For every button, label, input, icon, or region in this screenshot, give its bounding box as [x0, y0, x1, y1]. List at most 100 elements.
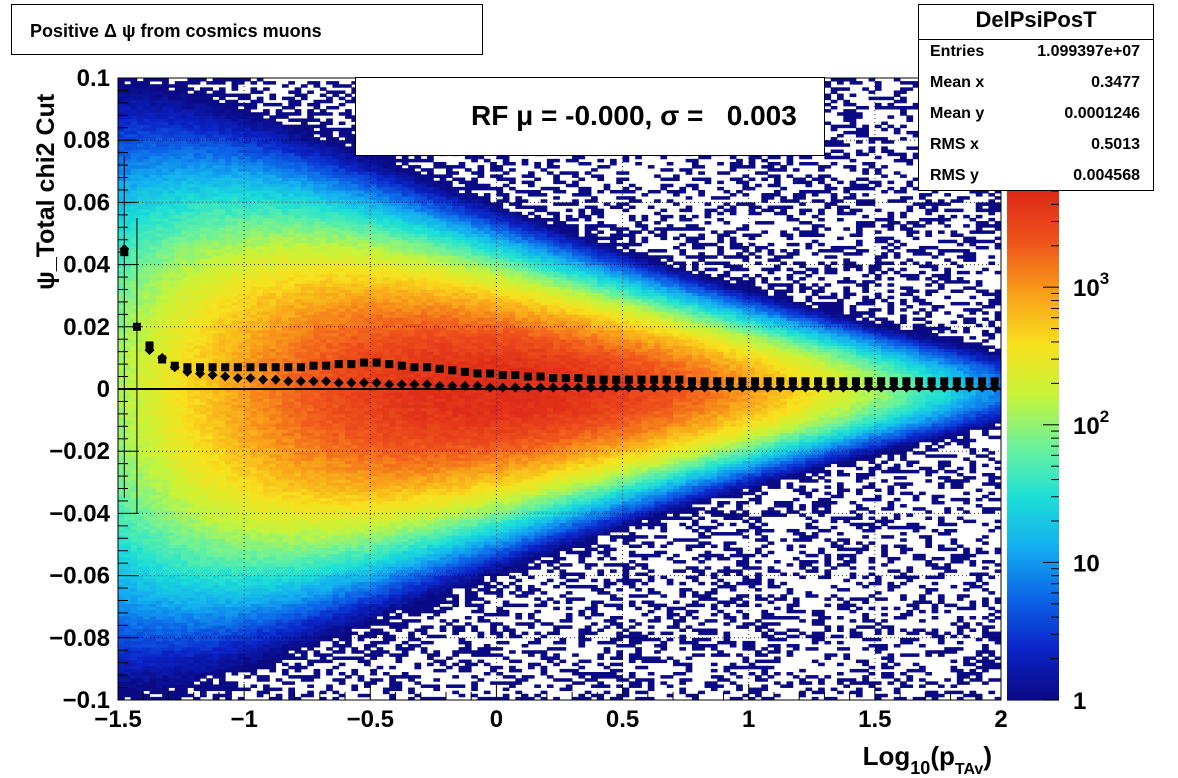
- heatmap-cell: [124, 467, 131, 471]
- heatmap-cell: [181, 498, 188, 502]
- heatmap-cell: [194, 532, 201, 536]
- heatmap-cell: [150, 529, 157, 533]
- heatmap-cell: [124, 339, 131, 343]
- heatmap-cell: [124, 352, 131, 356]
- heatmap-cell: [168, 467, 175, 471]
- heatmap-cell: [168, 243, 175, 247]
- heatmap-cell: [137, 445, 144, 449]
- heatmap-cell: [118, 94, 125, 98]
- heatmap-cell: [168, 193, 175, 197]
- heatmap-cell: [162, 498, 169, 502]
- heatmap-cell: [131, 230, 138, 234]
- heatmap-cell: [168, 345, 175, 349]
- heatmap-cell: [181, 383, 188, 387]
- heatmap-cell: [162, 97, 169, 101]
- heatmap-cell: [181, 650, 188, 654]
- heatmap-cell: [156, 433, 163, 437]
- heatmap-cell: [181, 274, 188, 278]
- heatmap-cell: [194, 296, 201, 300]
- heatmap-cell: [150, 401, 157, 405]
- heatmap-cell: [168, 588, 175, 592]
- heatmap-cell: [124, 202, 131, 206]
- heatmap-cell: [175, 252, 182, 256]
- heatmap-cell: [131, 476, 138, 480]
- heatmap-cell: [194, 563, 201, 567]
- heatmap-cell: [137, 688, 144, 692]
- heatmap-cell: [194, 454, 201, 458]
- heatmap-cell: [162, 196, 169, 200]
- heatmap-cell: [187, 274, 194, 278]
- heatmap-cell: [156, 380, 163, 384]
- heatmap-cell: [175, 131, 182, 135]
- heatmap-cell: [150, 109, 157, 113]
- heatmap-cell: [168, 146, 175, 150]
- heatmap-cell: [137, 94, 144, 98]
- heatmap-cell: [187, 243, 194, 247]
- heatmap-cell: [143, 87, 150, 91]
- heatmap-cell: [137, 576, 144, 580]
- heatmap-cell: [162, 377, 169, 381]
- heatmap-cell: [137, 333, 144, 337]
- heatmap-cell: [143, 150, 150, 154]
- heatmap-cell: [181, 691, 188, 695]
- heatmap-cell: [143, 187, 150, 191]
- heatmap-cell: [156, 395, 163, 399]
- heatmap-cell: [168, 520, 175, 524]
- heatmap-cell: [181, 619, 188, 623]
- heatmap-cell: [200, 535, 207, 539]
- heatmap-cell: [131, 492, 138, 496]
- heatmap-cell: [143, 330, 150, 334]
- heatmap-cell: [124, 492, 131, 496]
- heatmap-cell: [124, 691, 131, 695]
- heatmap-cell: [168, 305, 175, 309]
- heatmap-cell: [181, 249, 188, 253]
- heatmap-cell: [175, 588, 182, 592]
- heatmap-cell: [194, 541, 201, 545]
- heatmap-cell: [131, 405, 138, 409]
- heatmap-cell: [150, 517, 157, 521]
- heatmap-cell: [175, 632, 182, 636]
- heatmap-cell: [168, 616, 175, 620]
- heatmap-cell: [131, 445, 138, 449]
- heatmap-cell: [131, 501, 138, 505]
- heatmap-cell: [137, 370, 144, 374]
- heatmap-cell: [168, 489, 175, 493]
- heatmap-cell: [137, 274, 144, 278]
- heatmap-cell: [187, 212, 194, 216]
- heatmap-cell: [131, 588, 138, 592]
- heatmap-cell: [187, 401, 194, 405]
- heatmap-cell: [156, 423, 163, 427]
- heatmap-cell: [131, 112, 138, 116]
- heatmap-cell: [131, 221, 138, 225]
- heatmap-cell: [175, 271, 182, 275]
- heatmap-cell: [150, 140, 157, 144]
- heatmap-cell: [124, 401, 131, 405]
- heatmap-cell: [175, 202, 182, 206]
- heatmap-cell: [131, 237, 138, 241]
- heatmap-cell: [143, 479, 150, 483]
- heatmap-cell: [175, 125, 182, 129]
- heatmap-cell: [162, 202, 169, 206]
- heatmap-cell: [156, 445, 163, 449]
- heatmap-cell: [118, 541, 125, 545]
- heatmap-cell: [143, 84, 150, 88]
- heatmap-cell: [156, 90, 163, 94]
- heatmap-cell: [131, 299, 138, 303]
- heatmap-cell: [181, 688, 188, 692]
- heatmap-cell: [194, 258, 201, 262]
- heatmap-cell: [131, 426, 138, 430]
- heatmap-cell: [194, 146, 201, 150]
- heatmap-cell: [118, 314, 125, 318]
- heatmap-cell: [194, 339, 201, 343]
- heatmap-cell: [162, 582, 169, 586]
- heatmap-cell: [181, 392, 188, 396]
- heatmap-cell: [150, 604, 157, 608]
- heatmap-cell: [181, 647, 188, 651]
- heatmap-cell: [168, 314, 175, 318]
- heatmap-cell: [175, 554, 182, 558]
- heatmap-cell: [200, 277, 207, 281]
- heatmap-cell: [162, 489, 169, 493]
- heatmap-cell: [200, 482, 207, 486]
- heatmap-cell: [118, 517, 125, 521]
- heatmap-cell: [143, 414, 150, 418]
